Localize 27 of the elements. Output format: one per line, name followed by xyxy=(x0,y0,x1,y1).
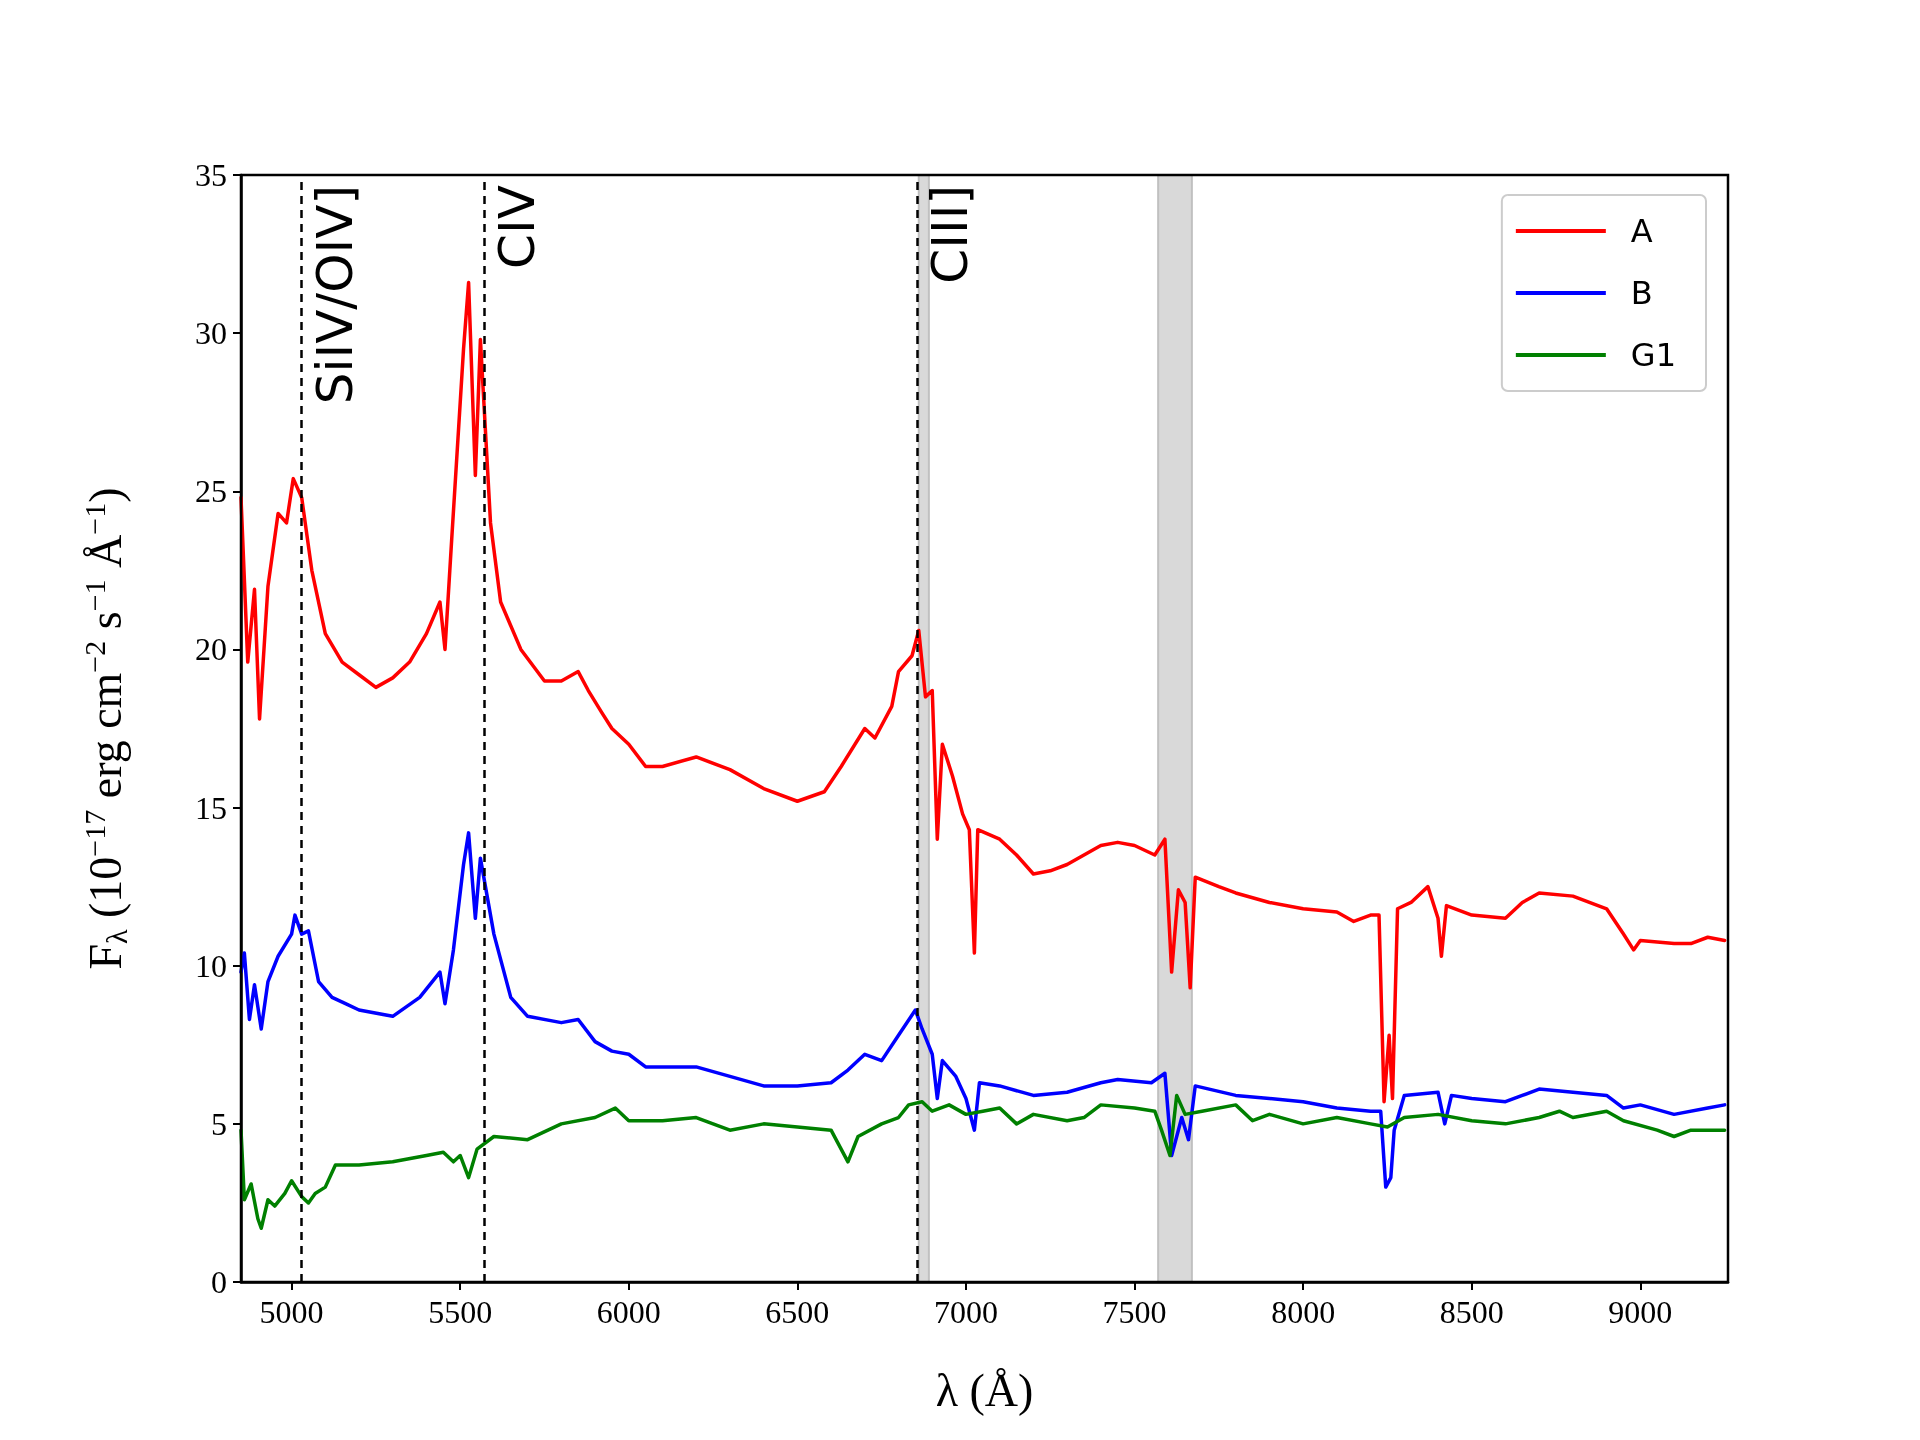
x-tick-label: 9000 xyxy=(1608,1294,1673,1330)
x-tick-label: 5000 xyxy=(259,1294,324,1330)
x-tick-label: 6000 xyxy=(596,1294,661,1330)
y-tick-label: 25 xyxy=(195,473,227,510)
text: Fλ (10−17 erg cm−2 s−1 Å−1) xyxy=(77,487,133,970)
y-tick-label: 0 xyxy=(211,1264,227,1300)
x-tick-label: 8500 xyxy=(1439,1294,1504,1330)
x-tick-label: 6500 xyxy=(765,1294,830,1330)
y-tick-label: 20 xyxy=(195,631,227,668)
legend-label: G1 xyxy=(1630,336,1676,374)
legend-label: A xyxy=(1630,212,1653,250)
line-series xyxy=(239,831,1727,1189)
y-tick-label: 35 xyxy=(195,157,227,193)
legend-label: B xyxy=(1630,274,1653,312)
x-tick-label: 7500 xyxy=(1102,1294,1167,1330)
x-tick-label: 5500 xyxy=(428,1294,493,1330)
x-axis-title: λ (Å) xyxy=(935,1364,1034,1416)
line-series xyxy=(239,1093,1727,1230)
ref-line-label: SiIV/OIV] xyxy=(305,185,364,405)
y-tick-label: 30 xyxy=(195,315,227,352)
ref-line-label: CIII] xyxy=(921,185,980,284)
y-tick-label: 5 xyxy=(211,1105,227,1142)
x-tick-label: 8000 xyxy=(1271,1294,1336,1330)
y-tick-label: 10 xyxy=(195,947,227,984)
x-tick-label: 7000 xyxy=(933,1294,998,1330)
y-tick-label: 15 xyxy=(195,789,227,826)
ref-line-label: CIV xyxy=(487,185,546,269)
